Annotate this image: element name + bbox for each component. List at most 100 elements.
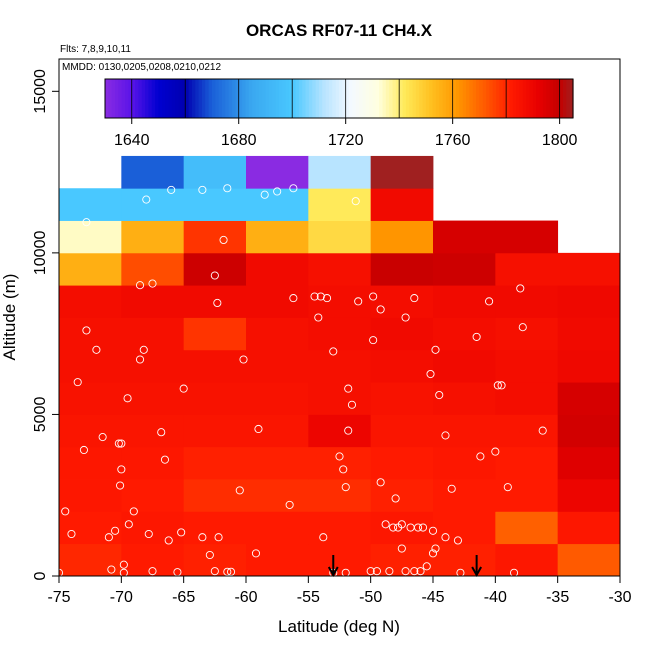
sample-point — [124, 520, 133, 529]
sample-point — [213, 298, 222, 308]
sample-point — [135, 281, 145, 290]
colorbar-swatch — [141, 79, 146, 118]
colorbar-swatch — [486, 79, 491, 118]
colorbar-swatch — [211, 79, 216, 118]
sample-point — [339, 465, 348, 474]
sample-point — [117, 465, 126, 474]
sample-point — [160, 455, 170, 464]
sample-point — [435, 390, 444, 400]
colorbar-swatch — [552, 79, 557, 118]
colorbar-swatch — [155, 79, 160, 118]
sample-point — [344, 426, 353, 435]
heatmap-cell — [370, 349, 434, 383]
sample-point — [98, 433, 107, 442]
colorbar-swatch — [302, 79, 307, 118]
heatmap-cell — [495, 382, 559, 415]
sample-point — [347, 400, 357, 409]
sample-point — [341, 483, 350, 492]
colorbar-swatch — [479, 79, 484, 118]
sample-point — [416, 567, 425, 576]
heatmap-cell — [121, 543, 185, 577]
heatmap-cell — [308, 382, 372, 415]
sample-point — [497, 381, 506, 390]
colorbar-swatch — [352, 79, 357, 118]
sample-point — [164, 536, 173, 545]
flights-note: Flts: 7,8,9,10,11 — [60, 44, 131, 55]
colorbar-swatch — [222, 79, 226, 118]
sample-point — [79, 445, 88, 455]
colorbar-swatch — [181, 79, 186, 118]
sample-point — [67, 529, 76, 539]
sample-point — [111, 526, 120, 535]
heatmap-cell — [370, 382, 434, 415]
heatmap-cell — [557, 543, 621, 577]
colorbar-swatch — [369, 79, 374, 118]
colorbar-swatch — [419, 79, 424, 118]
colorbar-swatch — [145, 79, 150, 118]
colorbar-tick-label: 1800 — [542, 132, 578, 149]
x-tick-label: -70 — [110, 589, 133, 606]
colorbar-swatch — [275, 79, 280, 118]
heatmap-cell — [246, 349, 309, 383]
colorbar-swatch — [412, 79, 417, 118]
colorbar-swatch — [429, 79, 434, 118]
y-axis: 0 5000 10000 15000 — [32, 69, 59, 580]
colorbar-swatch — [218, 79, 223, 118]
sample-point — [431, 544, 440, 553]
colorbar-swatch — [252, 79, 257, 118]
colorbar-swatch — [522, 79, 527, 118]
heatmap-cell — [370, 414, 434, 448]
colorbar-swatch — [399, 79, 404, 118]
colorbar-swatch — [442, 79, 447, 118]
heatmap-cell — [495, 511, 559, 545]
colorbar-swatch — [566, 79, 571, 118]
colorbar-swatch — [205, 79, 210, 118]
sample-point — [351, 197, 360, 206]
sample-point — [210, 567, 219, 576]
heatmap-cell — [121, 349, 185, 383]
heatmap-cell — [183, 479, 247, 512]
colorbar-swatch — [359, 79, 363, 118]
heatmap-cell — [59, 252, 122, 286]
sample-point — [493, 381, 502, 390]
colorbar-swatch — [195, 79, 200, 118]
colorbar-swatch — [425, 79, 430, 118]
sample-point — [397, 544, 406, 553]
heatmap-cell — [183, 349, 247, 383]
y-tick-label: 15000 — [32, 69, 49, 114]
heatmap-cell — [557, 414, 621, 448]
colorbar-swatch — [315, 79, 320, 118]
heatmap-cell — [121, 446, 185, 480]
heatmap-cells — [59, 155, 621, 577]
sample-point — [198, 185, 207, 194]
colorbar-swatch — [405, 79, 410, 118]
colorbar-frame — [104, 78, 574, 119]
sample-point — [538, 426, 547, 435]
colorbar-swatch — [402, 79, 407, 118]
heatmap-cell — [308, 220, 372, 254]
colorbar-tick-label: 1760 — [435, 132, 471, 149]
colorbar-swatch — [238, 79, 243, 118]
latitude-arrow — [471, 554, 483, 578]
heatmap-cell — [433, 252, 496, 286]
heatmap-cell — [121, 285, 185, 318]
heatmap-cell — [121, 414, 185, 448]
colorbar-swatch — [512, 79, 517, 118]
heatmap-cell — [59, 285, 122, 318]
x-tick-label: -35 — [546, 589, 569, 606]
colorbar-swatch — [539, 79, 544, 118]
colorbar-swatch — [208, 79, 213, 118]
sample-point — [372, 567, 381, 576]
colorbar-swatch — [492, 79, 497, 118]
colorbar-swatch — [108, 79, 113, 118]
sample-point — [413, 523, 423, 532]
heatmap-cell — [370, 317, 434, 351]
x-tick-label: -65 — [172, 589, 195, 606]
heatmap-cell — [308, 543, 372, 577]
colorbar-swatch — [198, 79, 203, 118]
colorbar-swatch — [445, 79, 450, 118]
sample-point — [177, 528, 186, 537]
colorbar-swatch — [175, 79, 180, 118]
sample-point — [82, 218, 91, 227]
colorbar-swatch — [382, 79, 387, 118]
